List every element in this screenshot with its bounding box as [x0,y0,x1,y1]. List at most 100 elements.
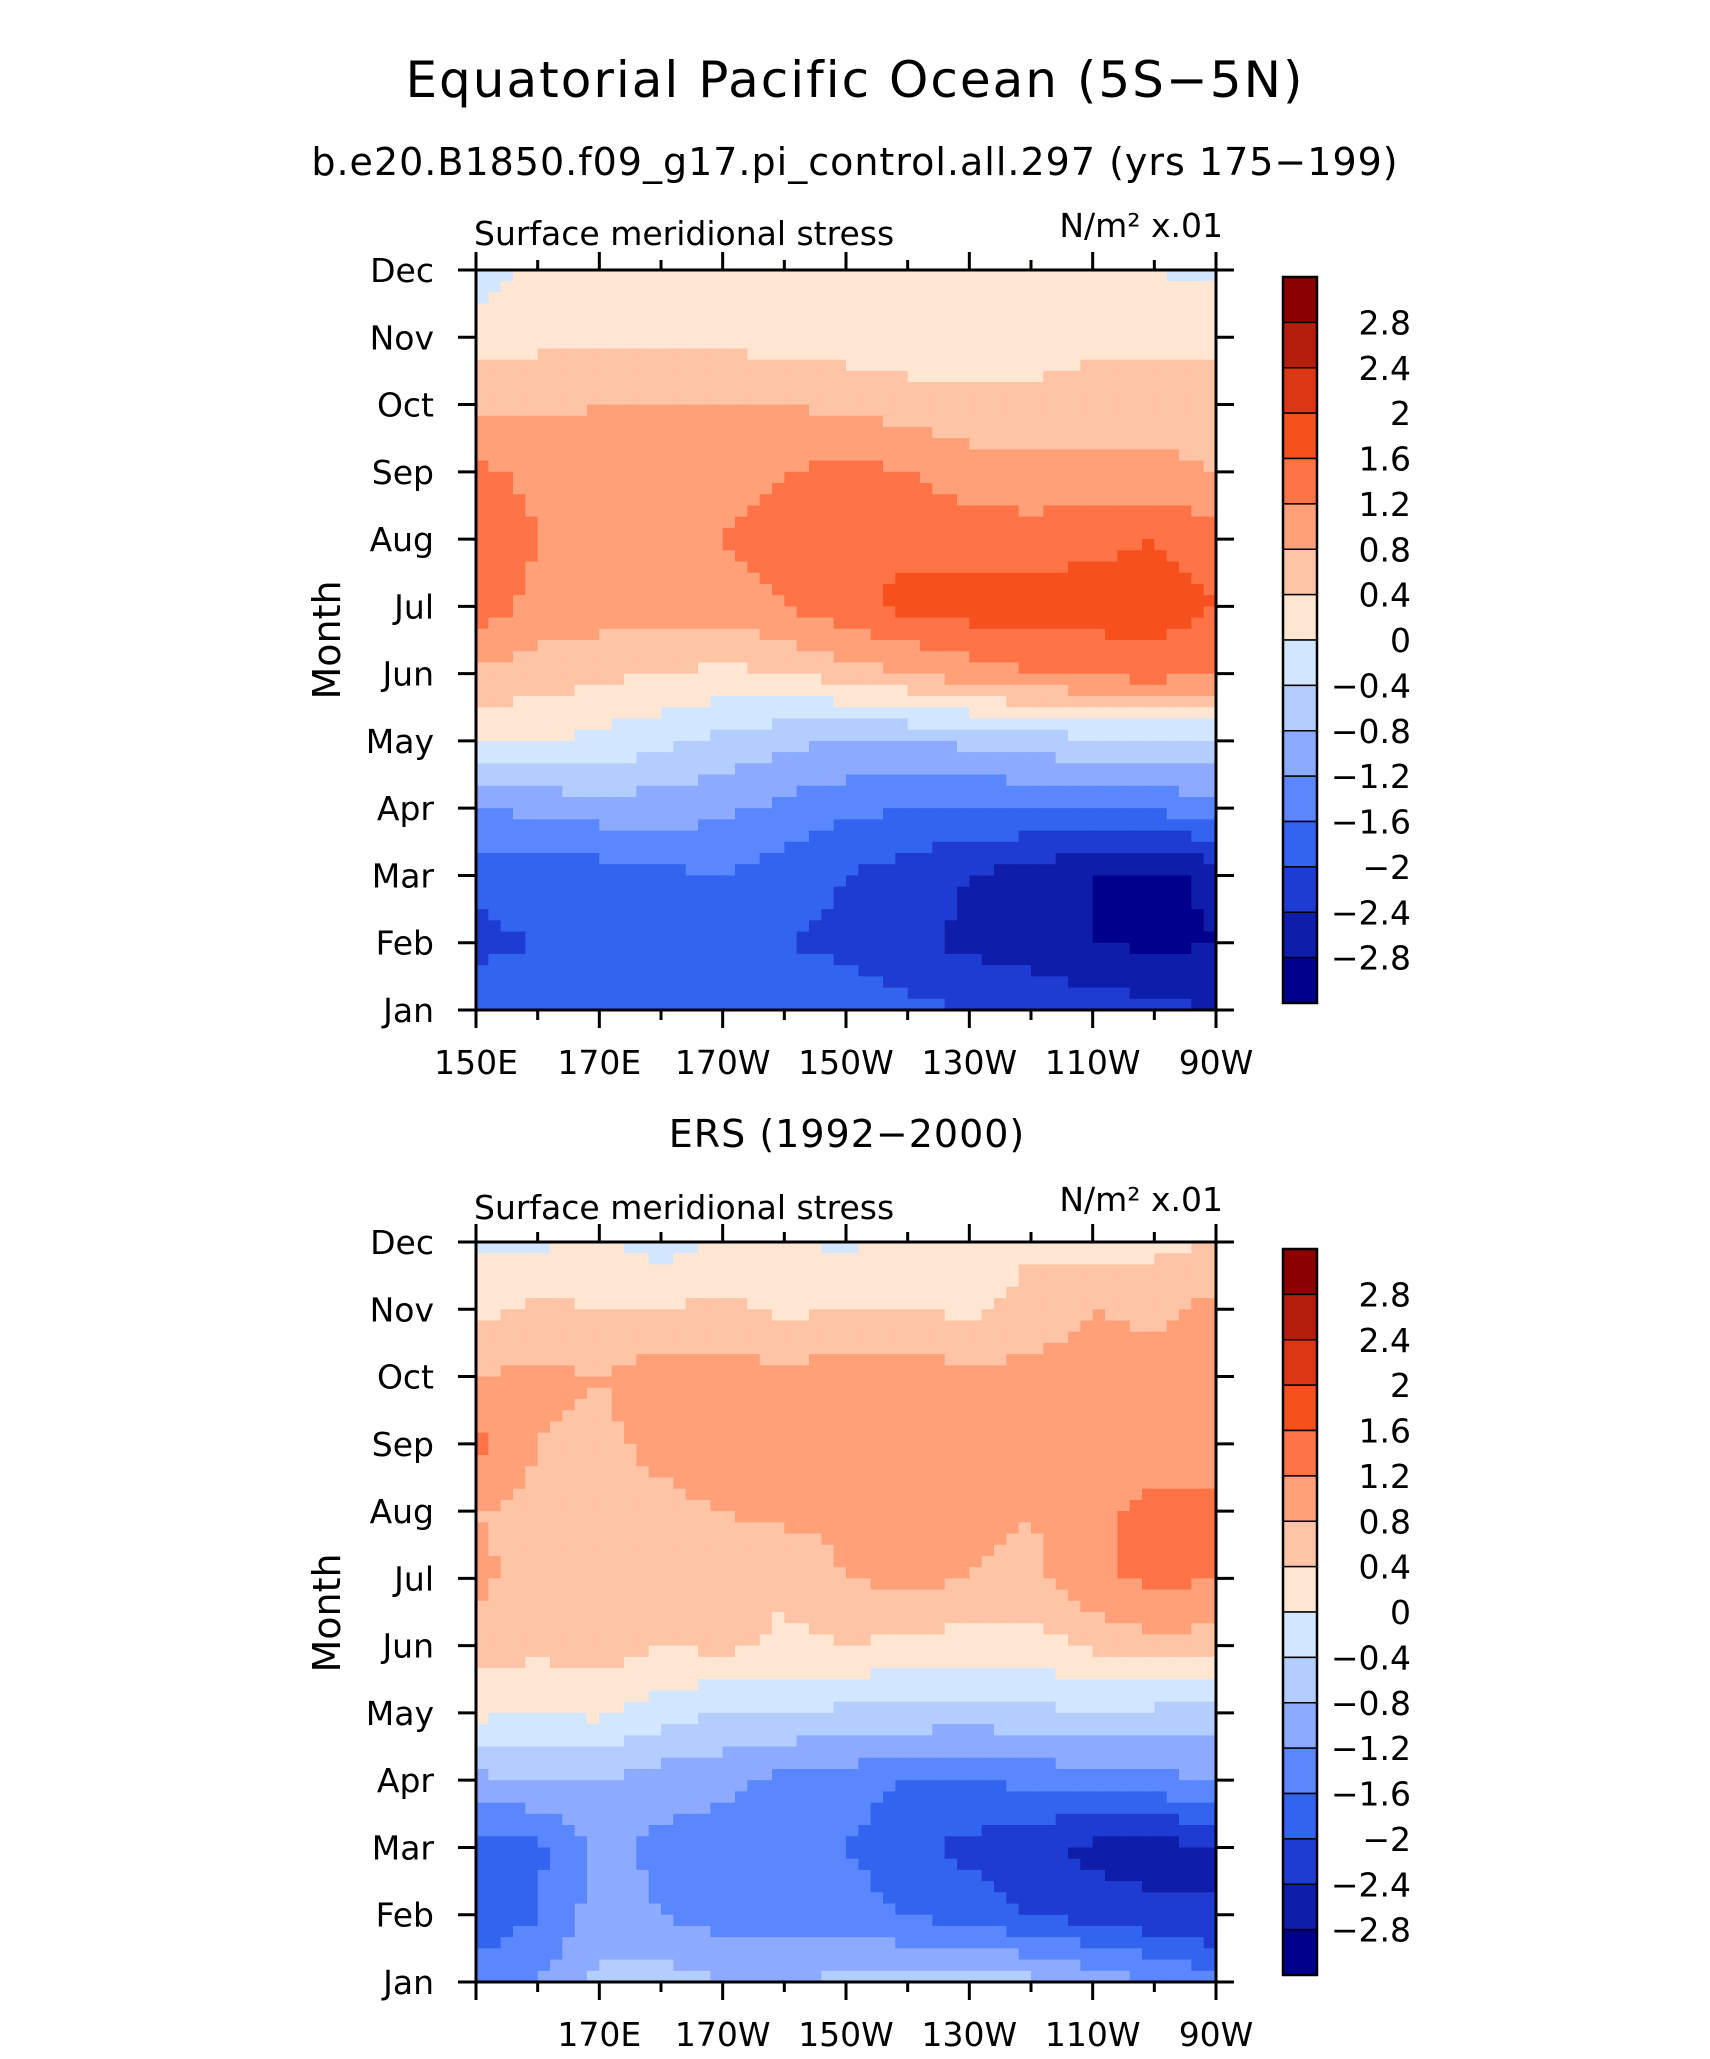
heatmap-cell [587,494,600,507]
heatmap-cell [574,1264,588,1277]
x-tick-label: 130W [922,1043,1018,1082]
heatmap-cell [1117,752,1131,764]
heatmap-cell [833,404,847,417]
heatmap-cell [994,628,1007,641]
heatmap-cell [735,370,748,383]
heatmap-cell [1129,640,1143,652]
heatmap-cell [932,292,946,305]
heatmap-cell [1142,494,1155,507]
heatmap-cell [1018,684,1032,697]
heatmap-cell [895,684,909,697]
heatmap-cell [698,763,711,776]
heatmap-cell [1006,707,1020,720]
heatmap-cell [574,909,588,921]
heatmap-cell [1043,841,1057,854]
heatmap-cell [920,1376,933,1389]
heatmap-cell [1006,393,1020,406]
heatmap-cell [1154,527,1168,540]
heatmap-cell [1203,1398,1217,1411]
heatmap-cell [784,617,798,630]
heatmap-cell [969,516,983,529]
heatmap-cell [1092,785,1106,798]
heatmap-cell [722,1387,736,1400]
heatmap-cell [673,314,687,327]
heatmap-cell [513,505,526,518]
heatmap-cell [1203,1320,1217,1333]
heatmap-cell [759,819,773,832]
heatmap-cell [895,864,909,877]
heatmap-cell [883,438,896,450]
heatmap-cell [611,853,625,865]
heatmap-cell [821,729,835,742]
heatmap-cell [525,561,539,574]
heatmap-cell [1080,583,1094,596]
heatmap-cell [833,841,847,854]
heatmap-cell [537,1298,551,1310]
heatmap-cell [537,583,551,596]
heatmap-cell [957,1242,970,1254]
heatmap-cell [550,314,563,327]
heatmap-cell [1068,494,1081,507]
heatmap-cell [1031,314,1044,327]
heatmap-cell [870,270,884,282]
heatmap-cell [636,415,650,428]
heatmap-cell [1105,1398,1118,1411]
heatmap-cell [932,886,946,899]
heatmap-cell [624,841,637,854]
heatmap-cell [994,516,1007,529]
heatmap-cell [636,303,650,316]
heatmap-cell [747,303,761,316]
heatmap-cell [673,281,687,294]
heatmap-cell [1006,460,1020,473]
heatmap-cell [735,673,748,686]
heatmap-cell [488,1331,502,1344]
heatmap-cell [1018,875,1032,888]
heatmap-cell [858,449,872,462]
heatmap-cell [1142,617,1155,630]
heatmap-cell [648,796,662,809]
heatmap-cell [1154,1264,1168,1277]
heatmap-cell [698,617,711,630]
heatmap-cell [513,370,526,383]
heatmap-cell [833,886,847,899]
heatmap-cell [957,953,970,966]
panel-model-axes: JanFebMarAprMayJunJulAugSepOctNovDec150E… [366,251,1254,1082]
heatmap-cell [833,1376,847,1389]
heatmap-cell [476,740,489,753]
heatmap-cell [562,875,576,888]
heatmap-cell [759,1342,773,1355]
heatmap-cell [735,606,748,619]
heatmap-cell [525,707,539,720]
heatmap-cell [1117,819,1131,832]
heatmap-cell [488,1376,502,1389]
heatmap-cell [1166,337,1180,350]
heatmap-cell [1031,718,1044,731]
heatmap-cell [858,1242,872,1254]
heatmap-cell [944,348,958,361]
heatmap-cell [1142,483,1155,495]
heatmap-cell [895,909,909,921]
heatmap-cell [587,1342,600,1355]
heatmap-cell [870,583,884,596]
heatmap-cell [537,292,551,305]
heatmap-cell [574,696,588,708]
heatmap-cell [1203,998,1217,1011]
heatmap-cell [821,684,835,697]
heatmap-cell [1203,595,1217,607]
heatmap-cell [587,527,600,540]
heatmap-cell [661,763,674,776]
heatmap-cell [611,729,625,742]
heatmap-cell [833,438,847,450]
heatmap-cell [562,494,576,507]
heatmap-cell [722,572,736,585]
heatmap-cell [476,662,489,675]
heatmap-cell [611,303,625,316]
heatmap-cell [796,931,810,944]
heatmap-cell [772,718,785,731]
heatmap-cell [1142,404,1155,417]
heatmap-cell [1203,359,1217,372]
heatmap-cell [833,359,847,372]
heatmap-cell [587,426,600,439]
heatmap-cell [722,841,736,854]
heatmap-cell [1166,853,1180,865]
